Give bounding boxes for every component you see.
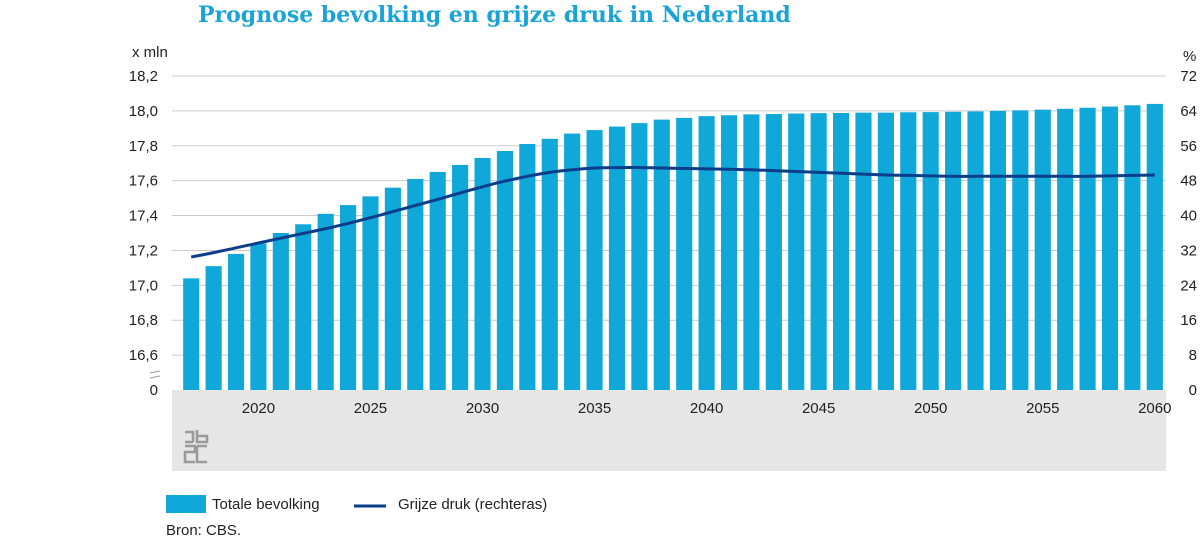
left-tick-label: 17,0 xyxy=(129,277,158,294)
bar xyxy=(1101,106,1119,391)
left-tick-label: 18,2 xyxy=(129,68,158,85)
legend-line-label: Grijze druk (rechteras) xyxy=(398,496,547,513)
bar xyxy=(474,157,491,390)
bar xyxy=(205,266,222,390)
right-tick-label: 64 xyxy=(1180,103,1197,120)
bar xyxy=(183,278,200,390)
x-tick-label: 2035 xyxy=(578,400,611,417)
bar xyxy=(877,112,894,390)
bar xyxy=(788,113,805,390)
bar xyxy=(452,164,469,390)
bar xyxy=(272,233,289,390)
bar xyxy=(608,126,626,390)
bar xyxy=(1012,110,1029,391)
right-tick-label: 0 xyxy=(1189,382,1197,399)
bar xyxy=(653,119,670,390)
bar xyxy=(810,113,827,390)
chart-title: Prognose bevolking en grijze druk in Ned… xyxy=(198,2,791,28)
left-tick-label: 16,8 xyxy=(129,312,158,329)
bar xyxy=(340,205,357,390)
left-tick-label: 18,0 xyxy=(129,103,158,120)
bar xyxy=(317,213,334,390)
left-tick-label: 17,8 xyxy=(129,138,158,155)
left-axis-ticks: 18,2 18,0 17,8 17,6 17,4 17,2 17,0 16,8 16,6 0 xyxy=(129,68,158,399)
right-tick-label: 48 xyxy=(1180,173,1197,190)
bar xyxy=(1146,103,1163,391)
bar xyxy=(407,178,424,390)
bar-series xyxy=(183,103,1163,391)
cbs-logo xyxy=(183,430,209,464)
right-tick-label: 16 xyxy=(1180,312,1197,329)
axis-break-mark xyxy=(149,370,161,379)
right-tick-label: 40 xyxy=(1180,208,1197,225)
source-note: Bron: CBS. xyxy=(166,522,241,539)
bar xyxy=(429,171,446,390)
bar xyxy=(855,112,872,390)
bar xyxy=(1079,107,1096,390)
left-tick-label: 16,6 xyxy=(129,347,158,364)
bar xyxy=(945,111,962,390)
bar xyxy=(743,114,760,390)
x-tick-label: 2030 xyxy=(466,400,499,417)
bar xyxy=(967,111,984,390)
bar xyxy=(496,151,513,390)
right-tick-label: 8 xyxy=(1189,347,1197,364)
bar xyxy=(227,253,245,390)
bar xyxy=(833,112,850,390)
bar xyxy=(698,116,715,390)
bar xyxy=(250,243,267,390)
bar xyxy=(295,224,312,390)
bar xyxy=(765,114,782,390)
bar xyxy=(900,112,917,390)
x-tick-label: 2045 xyxy=(802,400,835,417)
x-tick-label: 2025 xyxy=(354,400,387,417)
right-tick-label: 56 xyxy=(1180,138,1197,155)
x-tick-label: 2055 xyxy=(1026,400,1059,417)
bar xyxy=(1034,109,1051,390)
legend: Totale bevolking Grijze druk (rechteras) xyxy=(166,495,547,513)
bar xyxy=(922,112,939,391)
bar xyxy=(676,117,693,390)
left-tick-label: 0 xyxy=(150,382,158,399)
bar xyxy=(519,144,536,390)
bar xyxy=(541,138,558,390)
right-axis-unit: % xyxy=(1183,48,1196,65)
legend-bar-swatch xyxy=(166,495,206,513)
left-axis-unit: x mln xyxy=(132,44,168,61)
bar xyxy=(1124,105,1141,390)
left-tick-label: 17,4 xyxy=(129,208,158,225)
x-tick-label: 2060 xyxy=(1138,400,1171,417)
bar xyxy=(384,187,401,390)
legend-bar-label: Totale bevolking xyxy=(212,496,320,513)
right-tick-label: 32 xyxy=(1180,242,1197,259)
right-tick-label: 24 xyxy=(1180,277,1197,294)
bar xyxy=(1057,108,1074,390)
bar xyxy=(362,196,379,390)
x-tick-label: 2020 xyxy=(242,400,275,417)
bar xyxy=(720,115,738,390)
bar xyxy=(631,123,648,390)
grijze-druk-line xyxy=(190,166,1155,259)
x-tick-label: 2050 xyxy=(914,400,947,417)
right-axis-ticks: 72 64 56 48 40 32 24 16 8 0 xyxy=(1180,68,1197,399)
bar xyxy=(586,130,603,391)
left-tick-label: 17,2 xyxy=(129,242,158,259)
x-axis-ticks: 2020 2025 2030 2035 2040 2045 2050 2055 2060 xyxy=(242,400,1172,417)
right-tick-label: 72 xyxy=(1180,68,1197,85)
left-tick-label: 17,6 xyxy=(129,173,158,190)
bar xyxy=(989,110,1006,390)
footer-band xyxy=(172,390,1166,471)
x-tick-label: 2040 xyxy=(690,400,723,417)
bar xyxy=(564,133,581,391)
